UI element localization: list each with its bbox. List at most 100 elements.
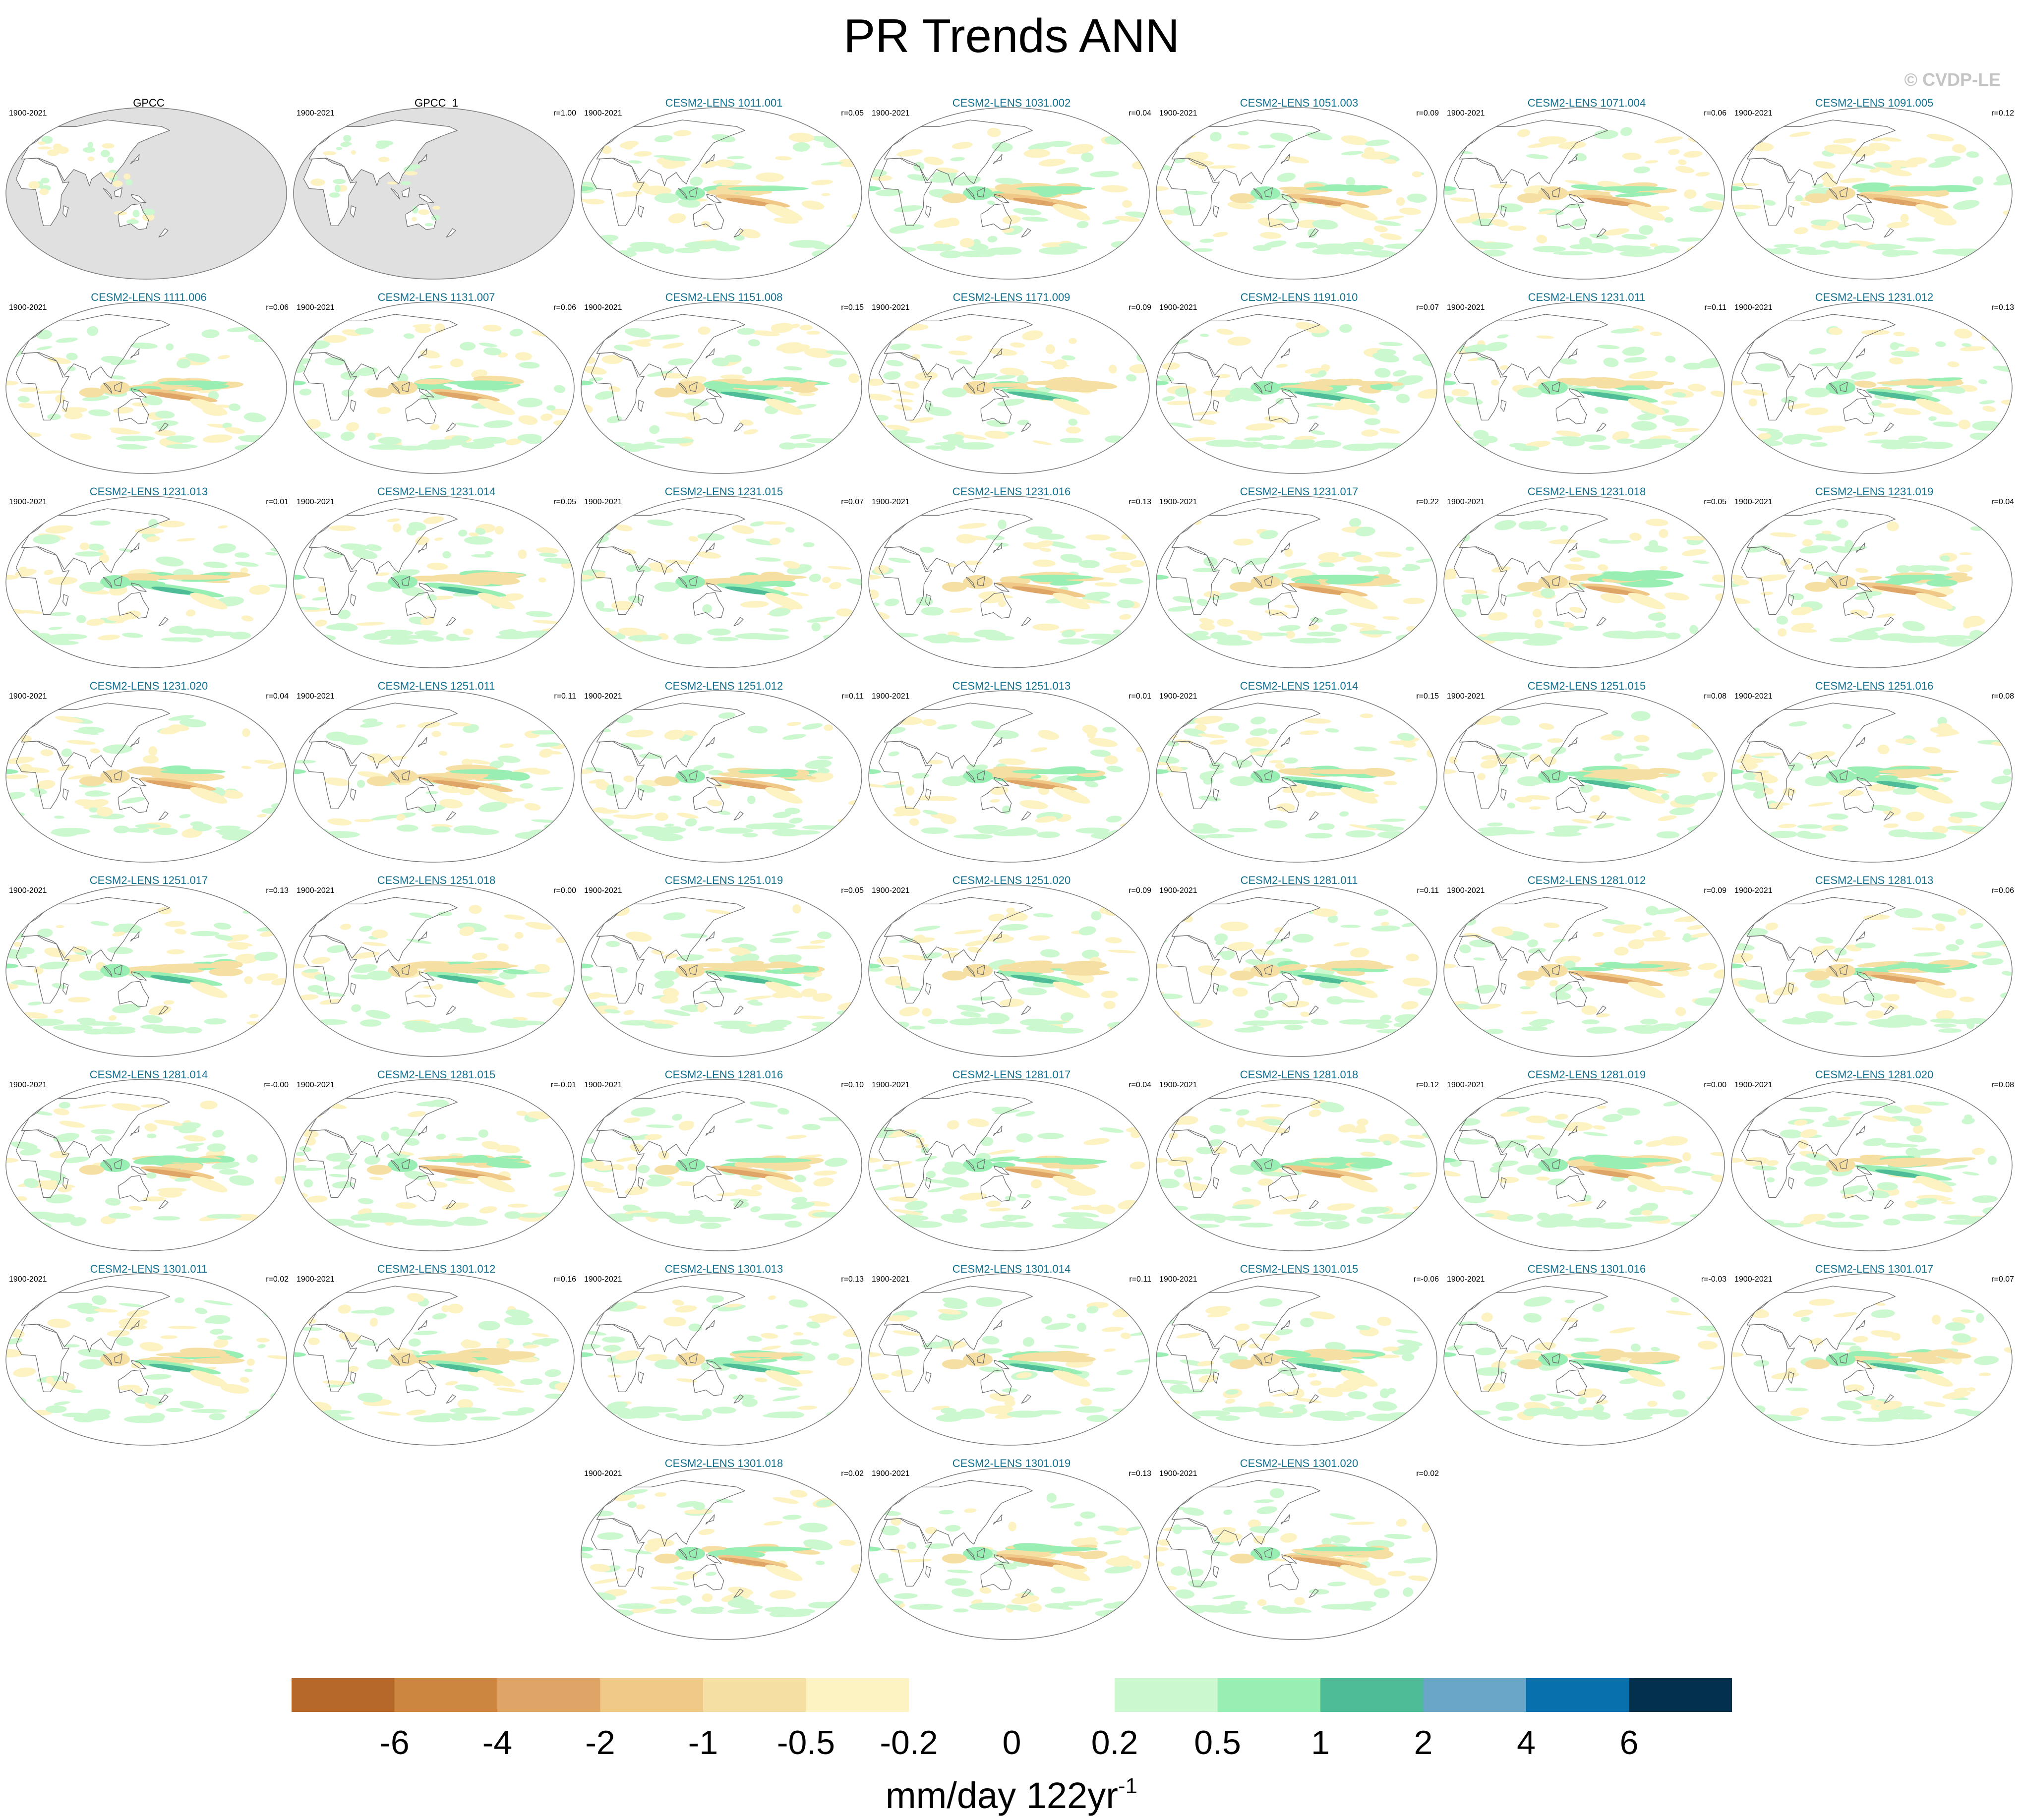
- trend-patch: [1205, 834, 1235, 838]
- trend-patch: [1297, 975, 1351, 984]
- trend-patch: [1867, 439, 1903, 444]
- trend-patch: [257, 1344, 266, 1349]
- coastline: [1500, 788, 1507, 801]
- trend-patch: [1130, 325, 1149, 333]
- trend-patch: [215, 825, 241, 830]
- trend-patch: [1963, 617, 1985, 627]
- trend-patch: [1964, 1018, 1988, 1024]
- trend-patch: [1881, 137, 1902, 142]
- trend-patch: [1056, 167, 1079, 174]
- robinson-map: [293, 107, 575, 280]
- coastline: [1453, 546, 1507, 615]
- trend-patch: [956, 1004, 985, 1012]
- trend-patch: [1355, 1138, 1381, 1143]
- trend-patch: [254, 760, 274, 764]
- trend-patch: [601, 355, 623, 364]
- coastline: [1843, 1175, 1875, 1202]
- trend-patch: [146, 1172, 157, 1179]
- trend-patch: [1824, 144, 1852, 155]
- trend-patch: [887, 424, 910, 431]
- coastline: [21, 1091, 170, 1158]
- trend-patch: [1895, 738, 1917, 744]
- trend-patch: [1361, 429, 1378, 437]
- coastline: [308, 314, 458, 381]
- trend-patch: [1444, 824, 1458, 833]
- trend-patch: [1236, 1109, 1250, 1116]
- coastline: [1551, 964, 1560, 975]
- trend-patch: [1665, 632, 1681, 640]
- trend-patch: [1526, 1115, 1548, 1123]
- map-panel: CESM2-LENS 1131.007 1900-2021 r=0.06: [293, 291, 580, 484]
- trend-patch: [67, 997, 91, 1003]
- trend-patch: [1341, 135, 1368, 145]
- trend-patch: [294, 1405, 302, 1413]
- trend-patch: [992, 1029, 1021, 1034]
- trend-patch: [131, 402, 149, 407]
- trend-patch: [413, 1331, 438, 1335]
- trend-patch: [1444, 829, 1468, 834]
- coastline: [1264, 187, 1273, 198]
- trend-patch: [751, 1184, 763, 1191]
- coastline: [303, 352, 357, 421]
- trend-patch: [1966, 151, 1979, 158]
- coastline: [294, 308, 302, 331]
- trend-patch: [245, 1413, 278, 1422]
- trend-patch: [1825, 220, 1840, 229]
- trend-patch: [1964, 826, 1992, 832]
- trend-patch: [343, 135, 352, 142]
- trend-patch: [1022, 330, 1043, 341]
- trend-patch: [369, 1176, 383, 1180]
- trend-patch: [1536, 335, 1554, 339]
- trend-patch: [266, 1296, 287, 1306]
- trend-patch: [922, 719, 937, 726]
- trend-patch: [994, 375, 1016, 380]
- coastline: [678, 382, 688, 394]
- trend-patch: [1912, 1125, 1923, 1134]
- coastline: [1253, 577, 1263, 588]
- trend-patch: [157, 907, 172, 915]
- panel-title: GPCC_1: [414, 97, 459, 109]
- trend-patch: [540, 787, 564, 791]
- trend-patch: [1418, 441, 1433, 448]
- trend-patch: [673, 130, 692, 136]
- trend-patch: [1061, 355, 1075, 360]
- panel-period: 1900-2021: [1447, 692, 1485, 701]
- coastline: [1171, 1091, 1320, 1158]
- coastline: [131, 583, 147, 592]
- trend-patch: [1752, 1166, 1778, 1171]
- trend-patch: [1515, 446, 1540, 451]
- panel-title: CESM2-LENS 1281.020: [1815, 1068, 1934, 1081]
- trend-patch: [676, 1378, 697, 1383]
- panel-period: 1900-2021: [584, 886, 622, 895]
- trend-patch: [91, 1129, 116, 1134]
- trend-patch: [581, 975, 593, 982]
- trend-patch: [229, 1175, 254, 1186]
- panel-period: 1900-2021: [9, 1081, 47, 1089]
- coastline: [103, 1354, 113, 1366]
- trend-patch: [1558, 141, 1586, 150]
- panel-title: CESM2-LENS 1231.011: [1528, 291, 1646, 303]
- trend-patch: [1209, 739, 1228, 745]
- trend-patch: [844, 1017, 862, 1024]
- trend-patch: [1644, 1215, 1668, 1221]
- coastline: [6, 697, 14, 720]
- trend-patch: [375, 142, 387, 149]
- trend-patch: [928, 1018, 949, 1024]
- trend-patch: [1007, 391, 1066, 401]
- trend-patch: [896, 399, 914, 403]
- trend-patch: [902, 954, 930, 961]
- coastline: [965, 382, 975, 394]
- trend-patch: [1338, 999, 1365, 1003]
- trend-patch: [788, 1299, 808, 1308]
- trend-patch: [909, 417, 934, 423]
- trend-field: [294, 1085, 574, 1229]
- trend-patch: [785, 527, 795, 533]
- coastline: [1855, 154, 1865, 165]
- trend-patch: [1192, 248, 1213, 252]
- trend-patch: [654, 970, 679, 981]
- trend-patch: [1265, 1006, 1274, 1011]
- trend-patch: [312, 596, 327, 601]
- trend-patch: [872, 445, 893, 451]
- trend-patch: [887, 1129, 917, 1138]
- coastline: [1156, 308, 1165, 331]
